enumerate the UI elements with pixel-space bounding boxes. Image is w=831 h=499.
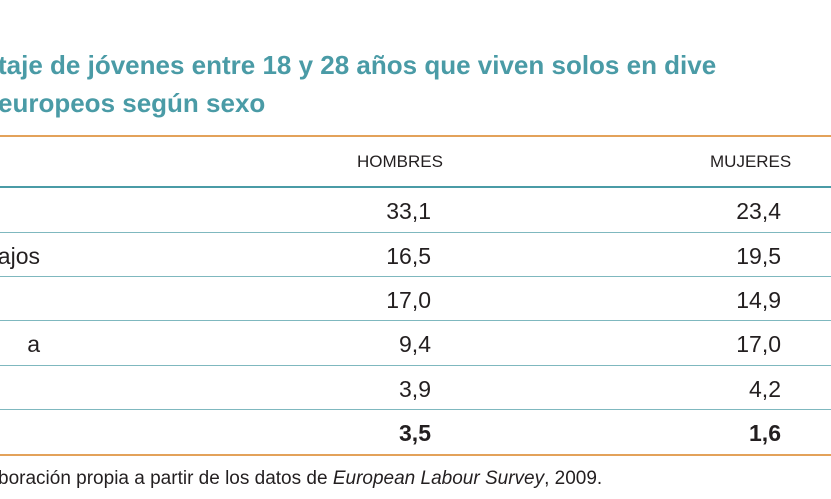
- table-row-total: 3,5 1,6: [0, 410, 831, 454]
- table-row: 3,9 4,2: [0, 366, 831, 410]
- source-title: European Labour Survey: [332, 468, 545, 489]
- table-title-line-2: europeos según sexo: [0, 88, 266, 118]
- men-value: 3,9: [399, 376, 431, 402]
- row-divider: [0, 365, 831, 366]
- women-value: 23,4: [736, 198, 781, 224]
- source-note: boración propia a partir de los datos de…: [0, 466, 602, 492]
- women-value: 17,0: [736, 331, 781, 357]
- table-row: 17,0 14,9: [0, 277, 831, 321]
- row-divider: [0, 409, 831, 410]
- column-header-men: HOMBRES: [357, 152, 443, 171]
- table-title: taje de jóvenes entre 18 y 28 años que v…: [0, 46, 716, 122]
- table-row: ajos 16,5 19,5: [0, 233, 831, 277]
- column-header-women: MUJERES: [710, 152, 792, 171]
- women-value: 4,2: [749, 376, 781, 402]
- row-label: a: [27, 331, 40, 357]
- bottom-rule: [0, 454, 831, 456]
- women-value: 14,9: [736, 287, 781, 313]
- source-prefix: boración propia a partir de los datos de: [0, 468, 333, 489]
- source-suffix: , 2009.: [544, 468, 603, 489]
- men-value: 9,4: [399, 331, 431, 357]
- table-title-line-1: taje de jóvenes entre 18 y 28 años que v…: [0, 50, 717, 80]
- women-value: 19,5: [736, 243, 781, 269]
- row-label: ajos: [0, 243, 40, 269]
- women-value: 1,6: [749, 420, 781, 446]
- header-rule: [0, 186, 831, 188]
- row-divider: [0, 232, 831, 233]
- top-rule: [0, 135, 831, 137]
- men-value: 33,1: [386, 198, 431, 224]
- row-divider: [0, 276, 831, 277]
- men-value: 3,5: [399, 420, 431, 446]
- men-value: 16,5: [386, 243, 431, 269]
- men-value: 17,0: [386, 287, 431, 313]
- row-divider: [0, 320, 831, 321]
- table-row: a 9,4 17,0: [0, 321, 831, 365]
- table-row: 33,1 23,4: [0, 188, 831, 232]
